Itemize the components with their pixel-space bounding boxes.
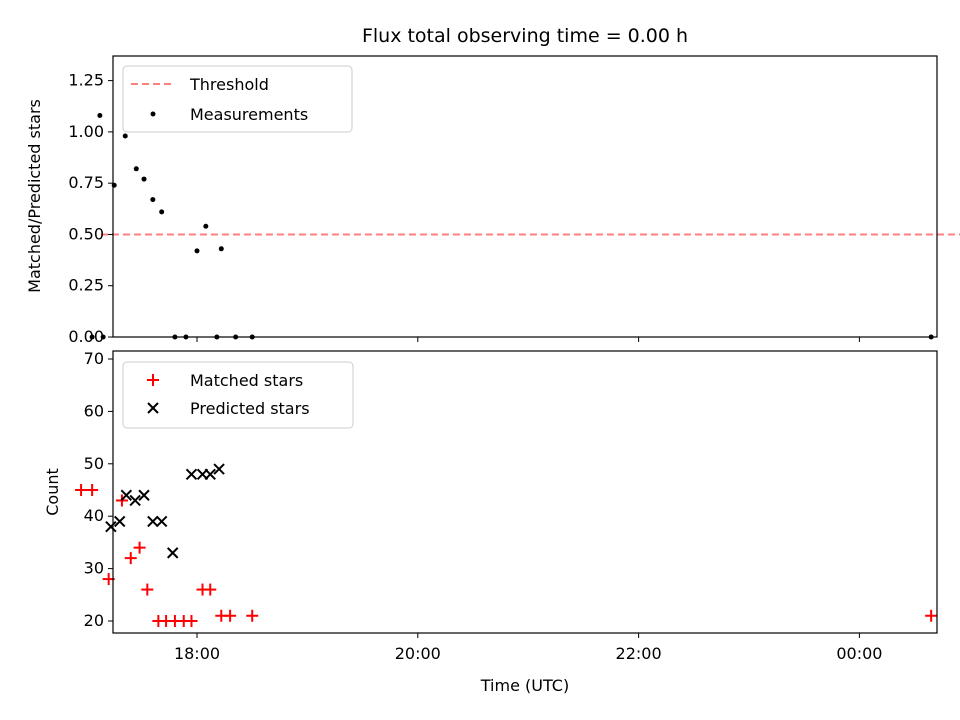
bottom-y-tick-label: 20 <box>84 611 104 630</box>
predicted-star-point <box>185 468 198 480</box>
bottom-y-tick-label: 70 <box>84 349 104 368</box>
bottom-plot-area <box>75 463 938 627</box>
bottom-plot-frame <box>112 350 938 634</box>
legend-measurements-marker <box>150 111 156 117</box>
bottom-y-tick-label: 60 <box>84 401 104 420</box>
measurement-point <box>218 246 224 252</box>
matched-star-point <box>185 615 198 627</box>
measurement-point <box>203 223 209 229</box>
top-y-tick-label: 0.00 <box>68 327 104 346</box>
legend-predicted-label: Predicted stars <box>190 399 310 418</box>
bottom-legend-box <box>122 361 354 429</box>
bottom-x-axis-label: Time (UTC) <box>480 676 569 695</box>
measurement-point <box>141 176 147 182</box>
measurement-point <box>89 334 95 340</box>
predicted-star-point <box>105 520 117 533</box>
legend-predicted-marker <box>147 402 159 414</box>
top-chart-title: Flux total observing time = 0.00 h <box>362 25 688 47</box>
top-y-tick-label: 0.75 <box>68 173 104 192</box>
measurement-point <box>194 248 200 254</box>
top-y-tick-label: 1.25 <box>68 71 104 90</box>
top-y-tick-label: 1.00 <box>68 122 104 141</box>
matched-star-point <box>224 609 237 622</box>
measurement-point <box>122 133 128 139</box>
top-y-tick-label: 0.50 <box>68 224 104 243</box>
predicted-star-point <box>120 489 133 501</box>
bottom-y-tick-label: 50 <box>84 454 104 473</box>
predicted-star-point <box>138 489 150 501</box>
matched-star-point <box>925 609 938 622</box>
top-legend: Threshold Measurements <box>122 65 353 133</box>
matched-star-point <box>124 552 137 565</box>
legend-measurements-label: Measurements <box>190 105 308 124</box>
bottom-y-tick-label: 40 <box>84 506 104 525</box>
predicted-star-point <box>129 494 141 507</box>
bottom-y-tick-label: 30 <box>84 559 104 578</box>
top-legend-box <box>122 65 353 133</box>
matched-star-point <box>246 609 259 622</box>
predicted-star-point <box>204 468 216 480</box>
top-plot-area <box>89 112 960 340</box>
legend-threshold-label: Threshold <box>189 75 269 94</box>
legend-matched-marker <box>147 374 159 386</box>
measurement-point <box>159 209 165 215</box>
bottom-legend: Matched stars Predicted stars <box>122 361 354 429</box>
top-plot-frame <box>112 55 938 338</box>
measurement-point <box>97 112 103 118</box>
top-y-tick-label: 0.25 <box>68 276 104 295</box>
matched-star-point <box>75 484 88 496</box>
matched-star-point <box>133 541 146 554</box>
matched-star-point <box>204 583 217 596</box>
legend-matched-label: Matched stars <box>190 371 303 390</box>
predicted-star-point <box>114 515 126 528</box>
predicted-star-point <box>147 515 159 528</box>
bottom-x-tick-label: 20:00 <box>395 644 441 663</box>
matched-star-point <box>141 583 154 596</box>
predicted-star-point <box>167 547 179 559</box>
bottom-x-tick-label: 18:00 <box>174 644 220 663</box>
predicted-star-point <box>155 515 168 528</box>
measurement-point <box>133 166 139 172</box>
bottom-x-tick-label: 00:00 <box>836 644 882 663</box>
predicted-star-point <box>213 463 225 475</box>
measurement-point <box>100 334 106 340</box>
bottom-y-axis-label: Count <box>43 468 62 516</box>
matched-star-point <box>86 484 99 496</box>
measurement-point <box>150 197 156 203</box>
top-y-axis-label: Matched/Predicted stars <box>25 99 44 293</box>
bottom-x-tick-label: 22:00 <box>616 644 662 663</box>
